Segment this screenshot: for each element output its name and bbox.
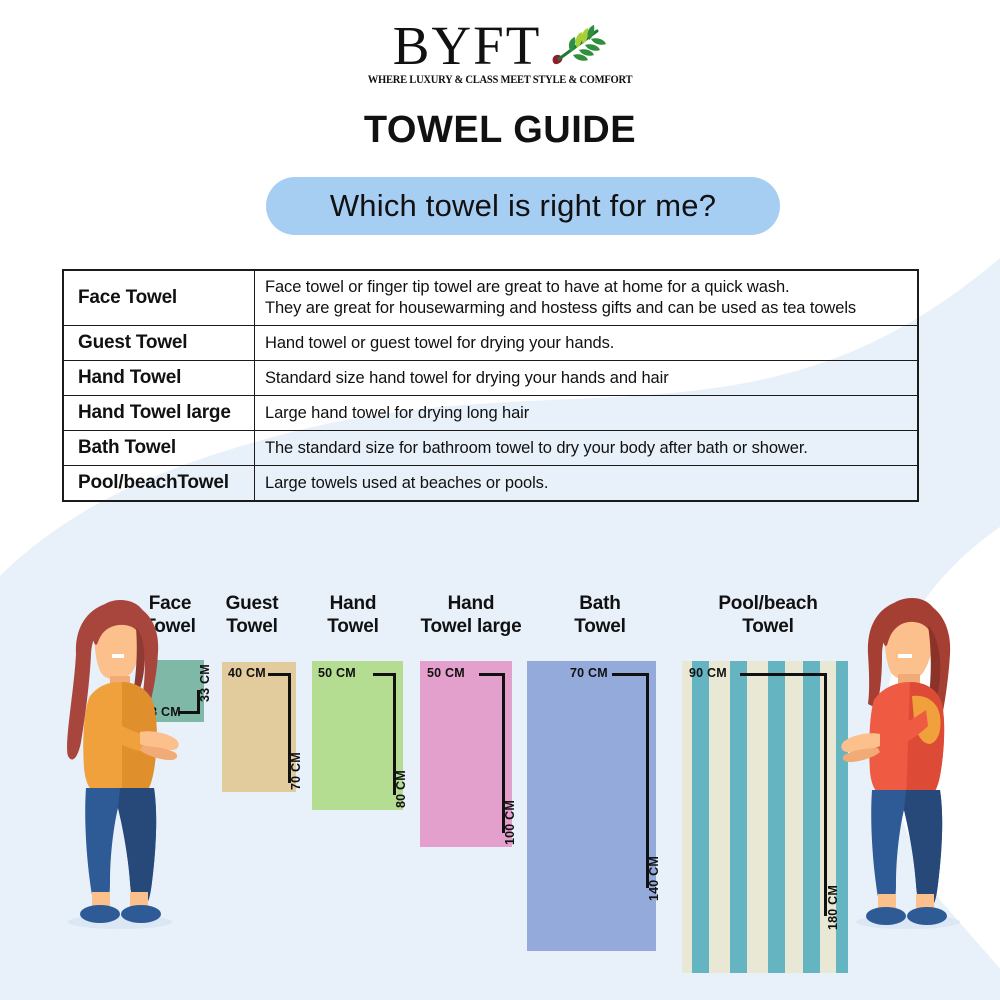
dim-width-bath: 70 CM (570, 666, 608, 680)
table-row: Bath Towel The standard size for bathroo… (62, 430, 919, 466)
size-label-guest-towel: Guest Towel (225, 593, 279, 637)
woman-right-holding-towel (841, 598, 960, 929)
leaf-branch-icon (552, 24, 607, 64)
brand-tagline: WHERE LUXURY & CLASS MEET STYLE & COMFOR… (367, 74, 633, 86)
towel-stripe (730, 661, 747, 973)
leader-line-h-hand (373, 673, 395, 676)
brand-logo: BYFT WHERE LUXURY & CLASS MEET STYLE & C… (0, 18, 1000, 87)
towel-category: Bath Towel (62, 430, 255, 466)
table-row: Face Towel Face towel or finger tip towe… (62, 269, 919, 326)
page-title: TOWEL GUIDE (363, 109, 637, 151)
towel-guide-table: Face Towel Face towel or finger tip towe… (62, 269, 919, 502)
question-banner: Which towel is right for me? (266, 177, 780, 235)
towel-description: Hand towel or guest towel for drying you… (254, 325, 919, 361)
towel-description: Face towel or finger tip towel are great… (254, 269, 919, 326)
towel-category: Pool/beachTowel (62, 465, 255, 502)
towel-stripe (836, 661, 848, 973)
dim-height-hand-large: 100 CM (503, 800, 517, 845)
description-line-2: They are great for housewarming and host… (265, 299, 857, 317)
table-row: Guest Towel Hand towel or guest towel fo… (62, 325, 919, 361)
towel-description: Large towels used at beaches or pools. (254, 465, 919, 502)
leader-line-v-hand (393, 673, 396, 795)
towel-rect-hand-large (420, 661, 512, 847)
towel-description: Large hand towel for drying long hair (254, 395, 919, 431)
dim-width-guest: 40 CM (228, 666, 266, 680)
leader-line-v-bath (646, 673, 649, 888)
leader-line-v-pool (824, 673, 827, 916)
leader-line-h-face (178, 711, 200, 714)
woman-left-holding-towel (67, 600, 179, 929)
leader-line-v-face (197, 690, 200, 713)
dim-width-pool: 90 CM (689, 666, 727, 680)
towel-stripe (803, 661, 820, 973)
leader-line-h-pool (740, 673, 826, 676)
towel-rect-bath (527, 661, 656, 951)
size-label-pool-beach-towel: Pool/beach Towel (718, 593, 818, 637)
dim-width-hand-large: 50 CM (427, 666, 465, 680)
size-label-hand-towel: Hand Towel (327, 593, 379, 637)
dim-height-face: 33 CM (198, 664, 212, 702)
size-label-face-towel: Face Towel (144, 593, 196, 637)
dim-width-hand: 50 CM (318, 666, 356, 680)
towel-category: Face Towel (62, 269, 255, 326)
brand-name: BYFT (392, 15, 542, 76)
leader-line-v-hand-large (502, 673, 505, 833)
towel-rect-hand (312, 661, 403, 810)
towel-stripe (692, 661, 709, 973)
towel-rect-pool-beach (682, 661, 848, 973)
leader-line-v-guest (288, 673, 291, 783)
towel-stripe (768, 661, 785, 973)
leader-line-h-hand-large (479, 673, 504, 676)
size-label-hand-towel-large: Hand Towel large (420, 593, 522, 637)
towel-category: Hand Towel (62, 360, 255, 396)
size-label-bath-towel: Bath Towel (574, 593, 626, 637)
table-row: Pool/beachTowel Large towels used at bea… (62, 465, 919, 502)
towel-category: Guest Towel (62, 325, 255, 361)
towel-rect-guest (222, 662, 296, 792)
dim-height-hand: 80 CM (394, 770, 408, 808)
leader-line-h-guest (268, 673, 290, 676)
towel-description: The standard size for bathroom towel to … (254, 430, 919, 466)
leader-line-h-bath (612, 673, 648, 676)
dim-height-bath: 140 CM (647, 856, 661, 901)
description-line-1: Face towel or finger tip towel are great… (265, 278, 790, 296)
question-text: Which towel is right for me? (329, 188, 717, 223)
dim-height-guest: 70 CM (289, 752, 303, 790)
